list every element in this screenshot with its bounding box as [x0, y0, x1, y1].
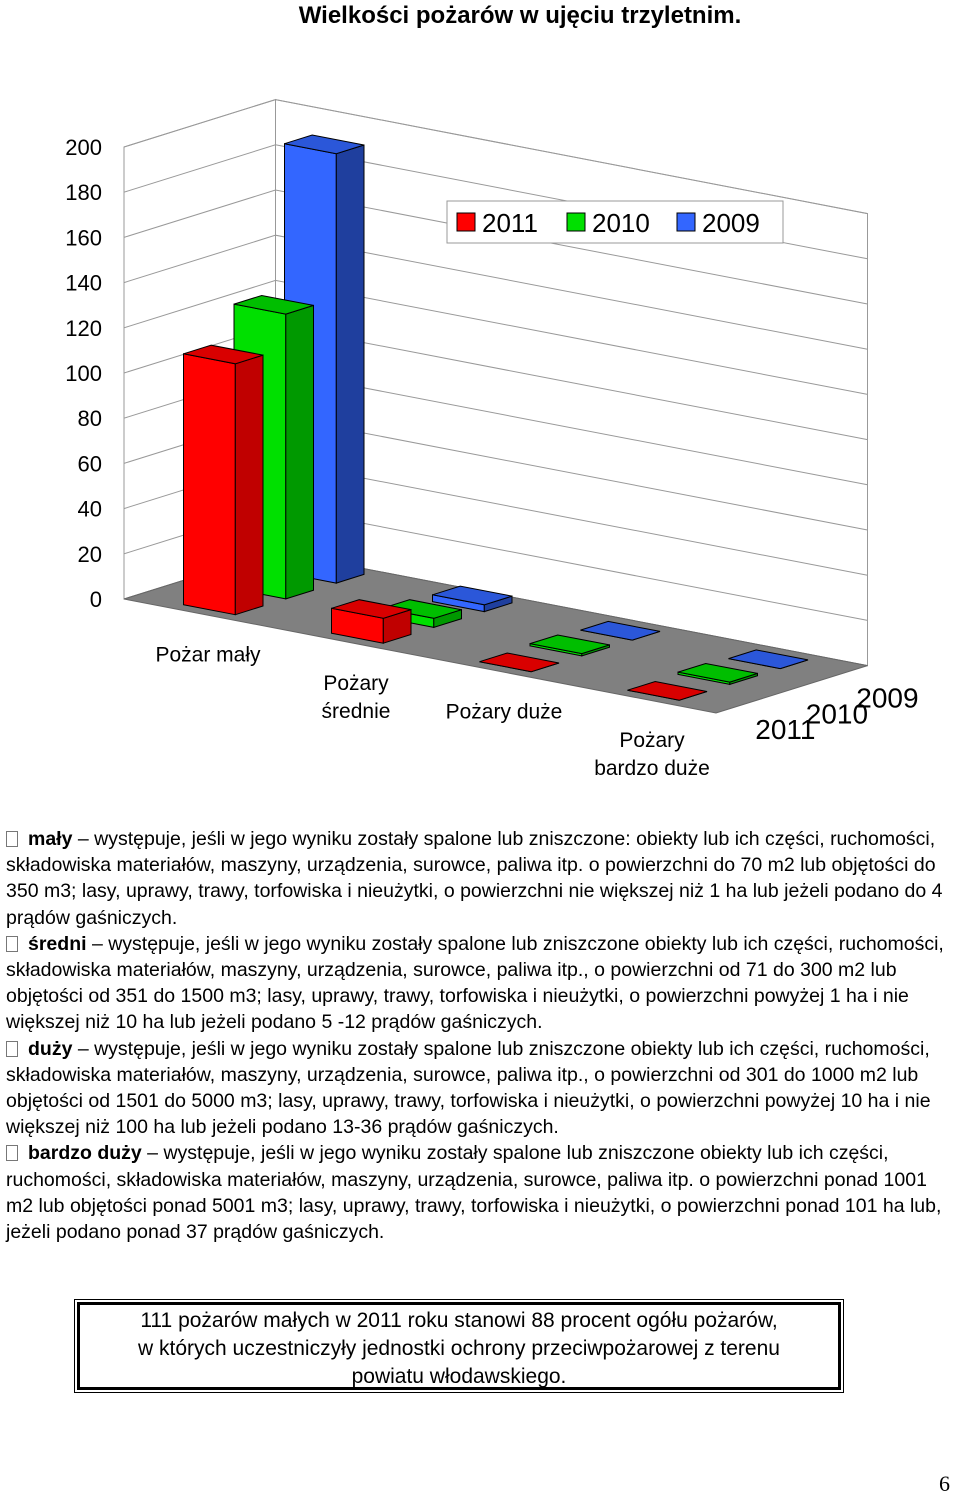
gridline — [123, 189, 868, 305]
definition-term: duży — [28, 1037, 73, 1060]
bar-top — [183, 344, 264, 365]
y-tick-label: 60 — [78, 451, 102, 476]
y-tick-label: 20 — [78, 542, 102, 567]
bars — [183, 134, 809, 701]
bar-top — [677, 662, 758, 683]
bar-top — [432, 585, 513, 606]
definition-maly: mały – występuje, jeśli w jego wyniku zo… — [6, 826, 956, 931]
bar-side — [285, 304, 314, 600]
x-tick-label: bardzo duże — [594, 757, 710, 780]
y-tick-label: 180 — [65, 180, 102, 205]
depth-tick-label: 2011 — [755, 714, 815, 745]
x-tick-label: Pożary — [323, 672, 389, 695]
definitions-list: mały – występuje, jeśli w jego wyniku zo… — [6, 826, 956, 1245]
legend: 2011 2010 2009 — [446, 200, 784, 244]
x-tick-label: średnie — [322, 700, 391, 723]
x-tick-label: Pożar mały — [155, 643, 261, 666]
legend-box — [446, 200, 784, 244]
bar-top — [331, 599, 412, 619]
bar-top — [580, 620, 661, 641]
gridline — [123, 234, 868, 350]
definition-text: – występuje, jeśli w jego wyniku zostały… — [6, 828, 943, 929]
gridline — [123, 279, 868, 395]
bar — [728, 649, 809, 670]
y-tick-label: 80 — [78, 406, 102, 431]
bar-side — [234, 354, 264, 616]
bar-side — [335, 144, 365, 584]
x-tick-label: Pożary duże — [446, 700, 563, 723]
bar — [432, 585, 513, 613]
page-number: 6 — [939, 1471, 950, 1496]
bar-top — [381, 599, 462, 619]
x-tick-label: Pożary — [619, 729, 685, 752]
bar — [677, 662, 758, 686]
definition-text: – występuje, jeśli w jego wyniku zostały… — [6, 932, 944, 1034]
bar — [529, 634, 610, 657]
bullet-icon — [6, 935, 18, 952]
bar — [580, 620, 661, 641]
y-tick-label: 0 — [90, 587, 102, 612]
bar — [331, 599, 412, 644]
definition-term: bardzo duży — [28, 1142, 142, 1165]
bullet-icon — [6, 831, 18, 847]
bar-top — [479, 652, 560, 673]
legend-swatch — [676, 212, 696, 232]
bar-top — [284, 134, 365, 155]
definition-term: mały — [28, 828, 73, 850]
bar-top — [627, 680, 708, 701]
bar — [183, 344, 264, 616]
bar — [479, 652, 560, 673]
legend-label: 2009 — [702, 208, 760, 238]
y-axis: 0 20 40 60 80 100 120 140 160 180 200 — [65, 135, 102, 612]
bullet-icon — [6, 1145, 18, 1162]
definition-bardzo-duzy: bardzo duży – występuje, jeśli w jego wy… — [6, 1140, 956, 1245]
legend-label: 2011 — [482, 208, 538, 238]
summary-line: w których uczestniczyły jednostki ochron… — [138, 1337, 780, 1360]
bullet-icon — [6, 1040, 18, 1057]
depth-tick-label: 2009 — [856, 683, 918, 714]
y-tick-label: 100 — [65, 361, 102, 386]
chart-title: Wielkości pożarów w ujęciu trzyletnim. — [298, 2, 742, 29]
definition-text: – występuje, jeśli w jego wyniku zostały… — [6, 1142, 942, 1244]
bar-front — [183, 353, 236, 616]
summary-line: 111 pożarów małych w 2011 roku stanowi 8… — [140, 1309, 778, 1332]
definition-duzy: duży – występuje, jeśli w jego wyniku zo… — [6, 1036, 956, 1141]
bar-top — [233, 294, 314, 315]
definition-sredni: średni – występuje, jeśli w jego wyniku … — [6, 931, 956, 1036]
legend-label: 2010 — [592, 208, 650, 238]
y-tick-label: 200 — [65, 135, 102, 160]
y-tick-label: 160 — [65, 225, 102, 250]
y-tick-label: 140 — [65, 271, 102, 296]
bar-top — [529, 634, 610, 655]
legend-swatch — [566, 212, 586, 232]
legend-swatch — [456, 212, 476, 232]
summary-line: powiatu włodawskiego. — [351, 1365, 567, 1388]
bar-top — [728, 649, 809, 670]
depth-tick-label: 2010 — [806, 698, 868, 729]
definition-text: – występuje, jeśli w jego wyniku zostały… — [6, 1037, 931, 1139]
y-tick-label: 120 — [65, 316, 102, 341]
definition-term: średni — [28, 932, 87, 955]
bar — [627, 680, 708, 701]
x-axis-labels: Pożar mały Pożary średnie Pożary duże Pożary… — [155, 643, 709, 780]
gridline — [123, 99, 868, 215]
summary-box: 111 pożarów małych w 2011 roku stanowi 8… — [74, 1299, 844, 1393]
y-tick-label: 40 — [78, 497, 102, 522]
